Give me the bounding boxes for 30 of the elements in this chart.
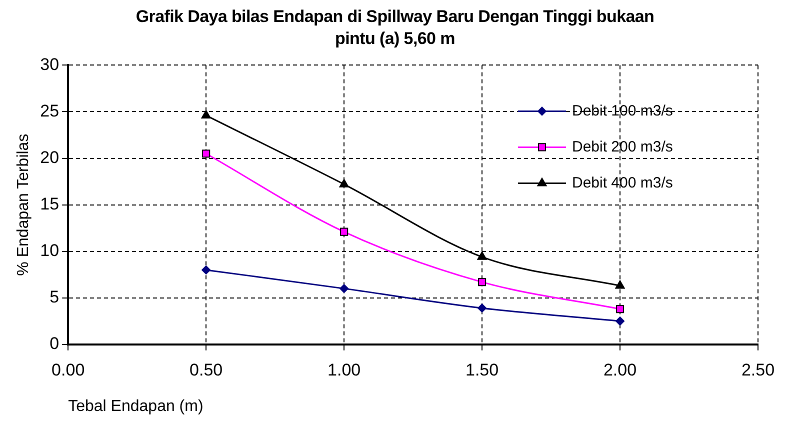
y-tick-label: 20	[40, 148, 60, 167]
point	[477, 251, 487, 260]
y-tick-label: 15	[40, 194, 60, 214]
y-tick-label: 30	[40, 54, 60, 74]
y-tick-label: 0	[50, 334, 60, 354]
y-tick-label: 25	[40, 101, 60, 120]
point	[339, 178, 349, 188]
point	[201, 110, 211, 118]
point	[340, 284, 349, 294]
point	[202, 265, 211, 274]
x-tick-label: 2.00	[603, 360, 637, 380]
point	[615, 280, 625, 289]
y-tick-label: 5	[50, 288, 60, 307]
legend-label: Debit 400 m3/s	[572, 174, 673, 192]
point	[478, 304, 487, 313]
x-tick-label: 0.00	[52, 360, 85, 380]
x-tick-label: 1.00	[328, 360, 361, 380]
x-tick-label: 2.50	[741, 360, 775, 380]
y-axis-title: % Endapan Terbilas	[15, 134, 32, 276]
chart-title: Grafik Daya bilas Endapan di Spillway Baru Dengan Tinggi bukaan pintu (a) 5,60 m	[134, 6, 656, 50]
x-tick-label: 1.50	[465, 360, 499, 380]
x-axis-title: Tebal Endapan (m)	[68, 398, 204, 415]
point	[340, 228, 348, 236]
point	[616, 316, 625, 326]
legend-label: Debit 200 m3/s	[572, 138, 673, 156]
point	[478, 278, 486, 286]
point	[616, 305, 624, 314]
point	[202, 150, 210, 158]
y-tick-label: 10	[40, 241, 60, 260]
x-tick-label: 0.50	[190, 360, 223, 380]
